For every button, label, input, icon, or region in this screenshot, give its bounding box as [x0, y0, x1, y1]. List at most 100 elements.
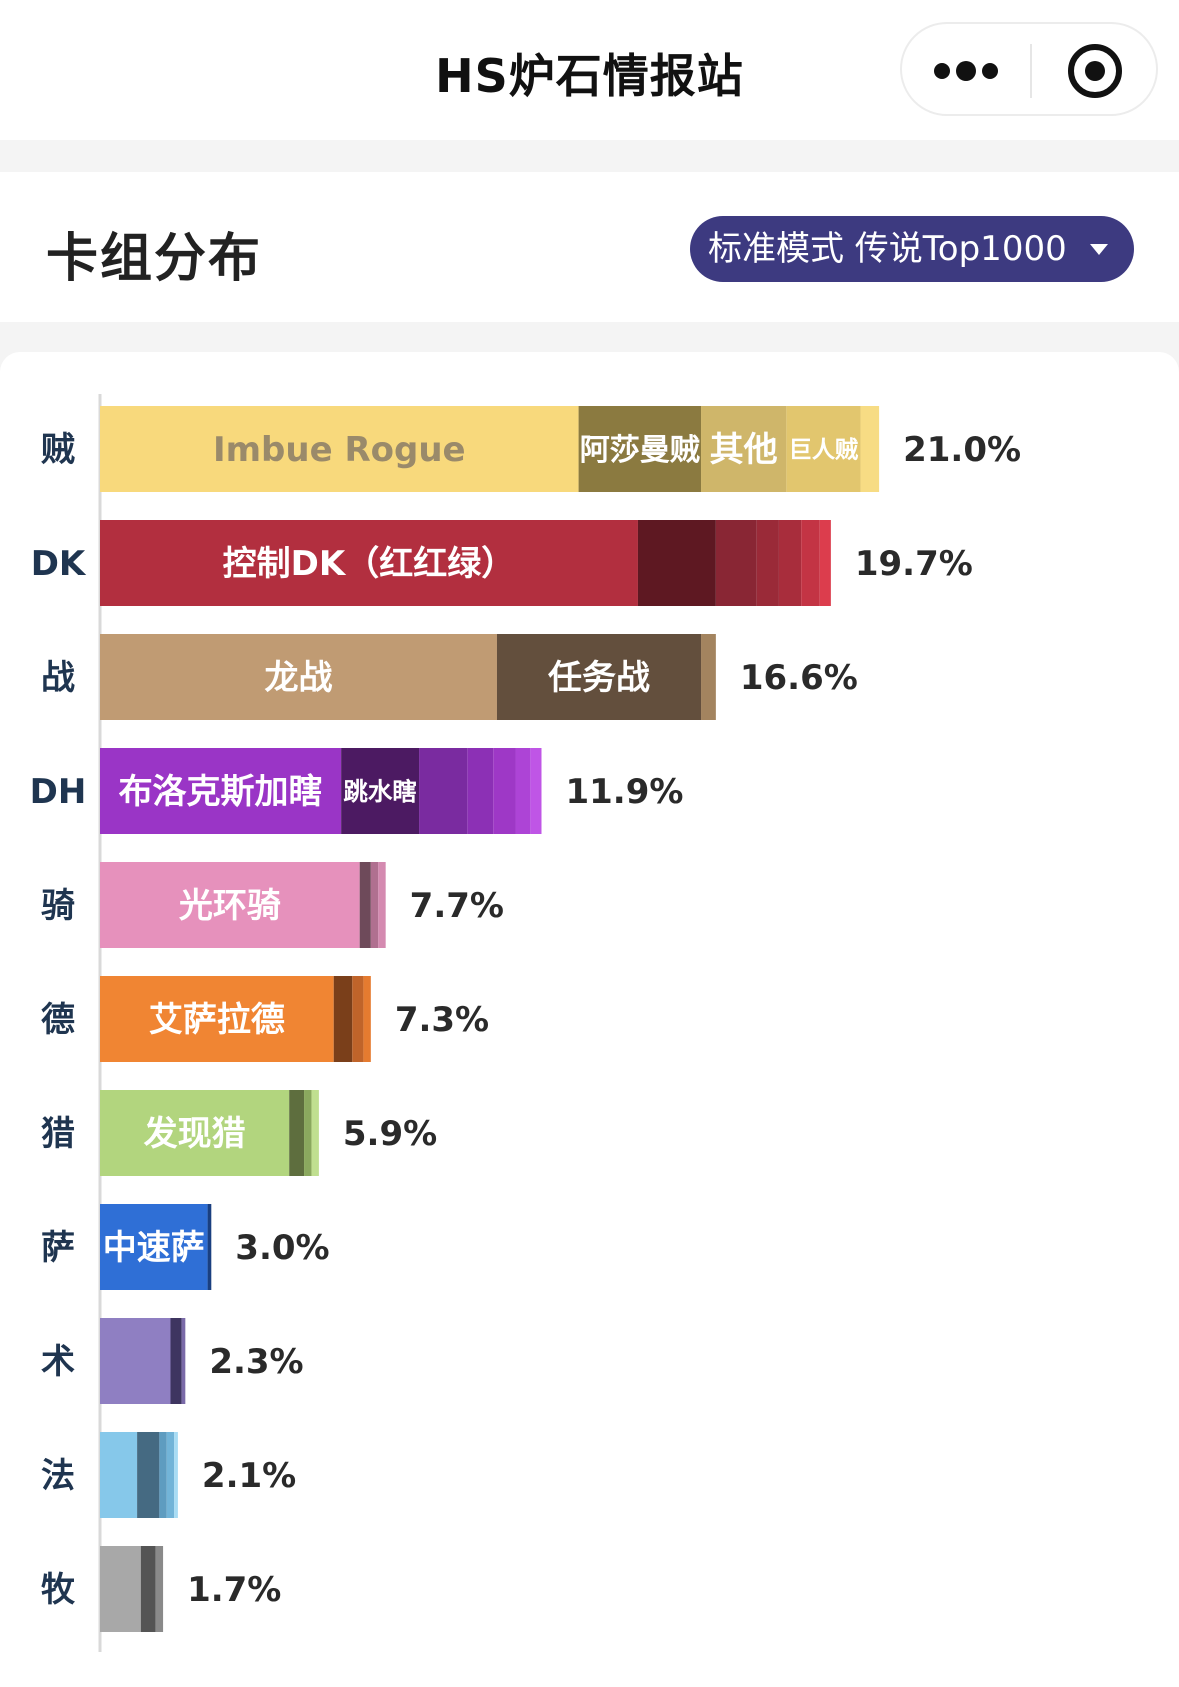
bar-row[interactable] [100, 1318, 186, 1404]
bar-segment[interactable] [166, 1432, 175, 1518]
bar-segment[interactable] [311, 1090, 319, 1176]
bar-segment[interactable] [819, 520, 831, 606]
bar-segment[interactable] [701, 634, 716, 720]
bar-segment[interactable] [370, 862, 379, 948]
bar-segment[interactable] [174, 1432, 178, 1518]
segment-label: 龙战 [264, 658, 332, 698]
category-label: 猎 [41, 1114, 75, 1154]
total-label: 3.0% [235, 1228, 329, 1268]
bar-segment[interactable] [100, 634, 497, 720]
dot-icon [934, 63, 950, 79]
bar-segment[interactable] [207, 1204, 212, 1290]
bar-row[interactable] [100, 1546, 164, 1632]
total-label: 7.7% [410, 886, 504, 926]
segment-label: 跳水瞎 [343, 777, 417, 806]
bar-row[interactable]: 控制DK（红红绿） [100, 520, 831, 606]
more-dots-icon[interactable] [934, 54, 998, 88]
bar-segment[interactable] [100, 1546, 141, 1632]
bar-segment[interactable] [378, 862, 386, 948]
bar-segment[interactable] [100, 520, 638, 606]
target-dot [1085, 61, 1105, 81]
bar-segment[interactable] [100, 1432, 138, 1518]
app-title: HS炉石情报站 [435, 49, 744, 103]
capsule-divider [1030, 44, 1032, 98]
total-label: 1.7% [187, 1570, 281, 1610]
bar-row[interactable]: 中速萨 [100, 1204, 212, 1290]
bar-segment[interactable] [715, 520, 757, 606]
total-label: 16.6% [740, 658, 858, 698]
category-label: DK [31, 544, 87, 584]
category-label: 牧 [41, 1570, 76, 1610]
bar-segment[interactable] [341, 748, 420, 834]
segment-label: 任务战 [548, 658, 650, 698]
bar-segment[interactable] [100, 1318, 171, 1404]
segment-label: 发现猎 [144, 1114, 246, 1154]
bar-segment[interactable] [352, 976, 364, 1062]
mode-selector-label: 标准模式 传说Top1000 [708, 229, 1067, 269]
category-label: 战 [41, 658, 75, 698]
bar-segment[interactable] [530, 748, 542, 834]
bar-segment[interactable] [181, 1318, 186, 1404]
segment-label: 阿莎曼贼 [580, 433, 700, 468]
bar-segment[interactable] [100, 976, 334, 1062]
bar-segment[interactable] [333, 976, 353, 1062]
bar-segment[interactable] [515, 748, 531, 834]
segment-label: 控制DK（红红绿） [223, 544, 516, 584]
bar-segment[interactable] [100, 406, 579, 492]
bar-segment[interactable] [140, 1546, 156, 1632]
bar-segment[interactable] [419, 748, 468, 834]
bar-segment[interactable] [578, 406, 702, 492]
bar-segment[interactable] [137, 1432, 160, 1518]
bar-segment[interactable] [860, 406, 880, 492]
total-label: 21.0% [903, 430, 1021, 470]
bar-row[interactable]: 艾萨拉德 [100, 976, 371, 1062]
bar-segment[interactable] [363, 976, 371, 1062]
bar-segment[interactable] [496, 634, 702, 720]
segment-label: 艾萨拉德 [149, 1000, 285, 1040]
bar-segment[interactable] [159, 1432, 167, 1518]
bar-segment[interactable] [786, 406, 861, 492]
segment-label: 巨人贼 [789, 436, 859, 463]
category-label: DH [30, 772, 87, 812]
dot-icon [956, 61, 976, 81]
target-circle-icon[interactable] [1068, 44, 1122, 98]
bar-row[interactable]: 龙战 任务战 [100, 634, 716, 720]
total-label: 2.1% [202, 1456, 296, 1496]
bar-row[interactable]: 光环骑 [100, 862, 386, 948]
deck-distribution-chart: 贼 Imbue Rogue 阿莎曼贼 其他 巨人贼 21.0% DK 控制DK（红红绿） 19.… [30, 394, 1021, 1652]
bar-segment[interactable] [467, 748, 494, 834]
bar-segment[interactable] [304, 1090, 312, 1176]
bar-segment[interactable] [100, 862, 360, 948]
bar-segment[interactable] [778, 520, 802, 606]
bar-row[interactable]: 布洛克斯加瞎 跳水瞎 [100, 748, 542, 834]
bar-segment[interactable] [100, 1204, 208, 1290]
total-label: 19.7% [855, 544, 973, 584]
caret-down-icon [1090, 244, 1108, 255]
category-label: 萨 [41, 1228, 75, 1268]
section-title: 卡组分布 [46, 229, 263, 289]
bar-segment[interactable] [701, 406, 787, 492]
segment-label: 其他 [710, 430, 778, 470]
category-label: 术 [41, 1342, 75, 1382]
bar-segment[interactable] [100, 748, 342, 834]
category-label: 法 [41, 1456, 75, 1496]
mini-program-capsule [900, 22, 1158, 116]
section-header: 卡组分布 标准模式 传说Top1000 [0, 172, 1179, 322]
bar-row[interactable] [100, 1432, 178, 1518]
bar-row[interactable]: 发现猎 [100, 1090, 319, 1176]
bar-segment[interactable] [289, 1090, 305, 1176]
bar-segment[interactable] [493, 748, 516, 834]
bar-segment[interactable] [801, 520, 820, 606]
bar-segment[interactable] [155, 1546, 164, 1632]
total-label: 5.9% [343, 1114, 437, 1154]
category-label: 德 [41, 1000, 75, 1040]
bar-segment[interactable] [100, 1090, 290, 1176]
segment-label: Imbue Rogue [213, 430, 466, 470]
bar-row[interactable]: Imbue Rogue 阿莎曼贼 其他 巨人贼 [100, 406, 880, 492]
bar-segment[interactable] [637, 520, 716, 606]
total-label: 2.3% [209, 1342, 303, 1382]
bar-segment[interactable] [170, 1318, 182, 1404]
bar-segment[interactable] [359, 862, 371, 948]
bar-segment[interactable] [756, 520, 779, 606]
mode-selector-button[interactable]: 标准模式 传说Top1000 [690, 216, 1134, 282]
